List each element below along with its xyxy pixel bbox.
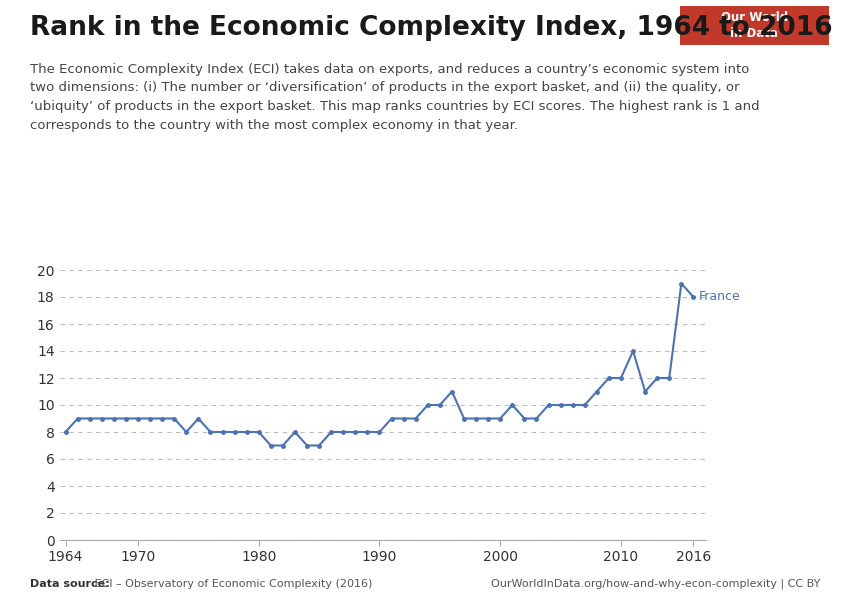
Text: OurWorldInData.org/how-and-why-econ-complexity | CC BY: OurWorldInData.org/how-and-why-econ-comp… — [490, 578, 820, 589]
Text: The Economic Complexity Index (ECI) takes data on exports, and reduces a country: The Economic Complexity Index (ECI) take… — [30, 63, 759, 131]
Text: Data source:: Data source: — [30, 579, 110, 589]
Text: France: France — [698, 290, 740, 304]
Text: ECI – Observatory of Economic Complexity (2016): ECI – Observatory of Economic Complexity… — [91, 579, 372, 589]
Text: Rank in the Economic Complexity Index, 1964 to 2016: Rank in the Economic Complexity Index, 1… — [30, 15, 832, 41]
Text: Our World
in Data: Our World in Data — [721, 11, 788, 40]
